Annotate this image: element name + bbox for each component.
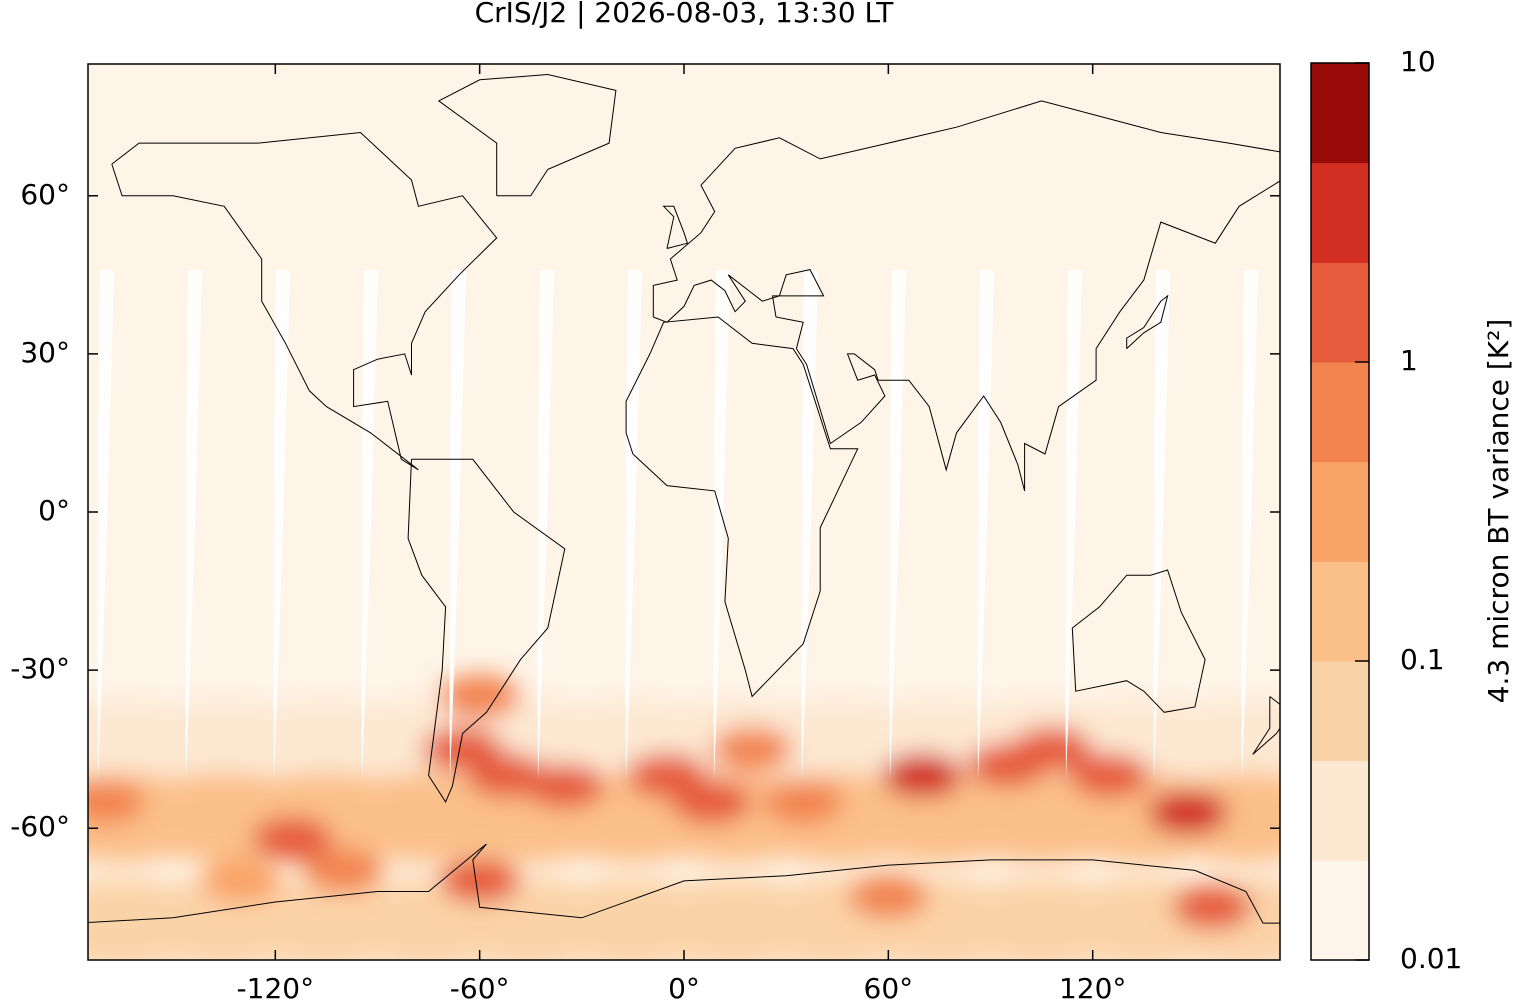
y-tick-label: -30° — [10, 652, 70, 685]
swath-gap — [185, 270, 202, 780]
field-cell — [88, 779, 146, 824]
colorbar-band — [1311, 760, 1369, 861]
colorbar-tick-label: 0.01 — [1400, 942, 1462, 975]
field-cell — [201, 858, 282, 903]
colorbar-frame — [1310, 62, 1370, 961]
swath-gap — [713, 270, 730, 780]
colorbar-tick-label: 0.1 — [1400, 643, 1445, 676]
y-tick-label: 30° — [20, 336, 70, 369]
swath-gap — [273, 270, 290, 780]
field-cell — [1011, 727, 1092, 772]
coastlines — [88, 73, 1280, 924]
swath-gap — [449, 270, 466, 780]
coastline — [1126, 294, 1169, 349]
colorbar: 0.01 0.1 1 10 — [1310, 45, 1462, 975]
colorbar-band — [1311, 661, 1369, 762]
x-tick-label: -60° — [450, 972, 510, 1002]
swath-gap — [1241, 270, 1258, 780]
colorbar-band — [1311, 162, 1369, 263]
coastline — [662, 205, 689, 249]
x-tick-label: 120° — [1059, 972, 1126, 1002]
field-layer — [88, 674, 1280, 960]
field-cell — [1171, 885, 1252, 930]
swath-gap — [537, 270, 554, 780]
field-cell — [1069, 753, 1150, 798]
y-tick-label: 0° — [38, 494, 70, 527]
swath-gap — [977, 270, 994, 780]
colorbar-tick-label: 10 — [1400, 45, 1436, 78]
field-cell — [712, 727, 793, 772]
field-blur — [88, 674, 1280, 960]
field-cell — [882, 753, 963, 798]
field-cell — [763, 779, 844, 824]
y-tick-label: -60° — [10, 810, 70, 843]
x-tick-label: -120° — [237, 972, 315, 1002]
coastline — [88, 843, 1280, 924]
field-cell — [439, 858, 520, 903]
swath-gap — [1153, 270, 1170, 780]
swath-gap — [1065, 270, 1082, 780]
coastline — [111, 131, 498, 471]
x-tick-label: 0° — [668, 972, 700, 1002]
chart-title: CrIS/J2 | 2026-08-03, 13:30 LT — [475, 0, 895, 29]
colorbar-band — [1311, 63, 1369, 164]
field-cell — [848, 874, 929, 919]
coastline — [407, 458, 566, 803]
swath-gap — [625, 270, 642, 780]
field-cell — [303, 848, 384, 893]
colorbar-tick-label: 1 — [1400, 344, 1418, 377]
field-cell — [671, 779, 752, 824]
coastline — [1252, 696, 1280, 755]
field-cell — [422, 727, 503, 772]
swath-gap — [97, 270, 114, 780]
coastline — [1071, 569, 1206, 713]
coastline — [625, 316, 859, 698]
swath-gaps — [97, 270, 1258, 780]
coastline — [437, 73, 617, 197]
colorbar-band — [1311, 362, 1369, 463]
colorbar-band — [1311, 860, 1369, 961]
colorbar-band — [1311, 262, 1369, 363]
coastline — [652, 100, 1280, 492]
field-cell — [1148, 790, 1229, 835]
swath-gap — [361, 270, 378, 780]
field-cell — [439, 674, 520, 719]
swath-gap — [889, 270, 906, 780]
x-tick-label: 60° — [864, 972, 914, 1002]
colorbar-band — [1311, 461, 1369, 562]
field-cell — [1150, 698, 1280, 789]
colorbar-label: 4.3 micron BT variance [K²] — [1482, 319, 1515, 704]
y-tick-label: 60° — [20, 178, 70, 211]
colorbar-band — [1311, 561, 1369, 662]
field-cell — [252, 816, 333, 861]
